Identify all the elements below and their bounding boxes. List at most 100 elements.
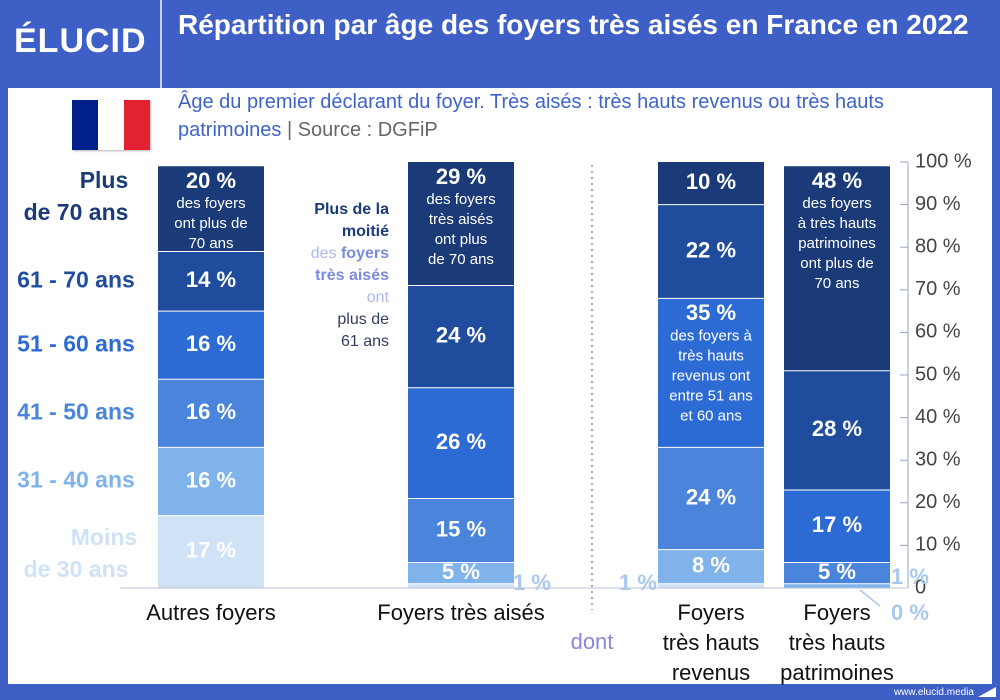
bar-3-segment-2 [784, 562, 890, 584]
age-group-label-0-line-1: de 30 ans [24, 556, 129, 582]
bar-1-note-line-5-2: ont plus [435, 231, 488, 248]
age-group-label-4-line-0: 61 - 70 ans [17, 266, 135, 292]
bar-0-segment-5 [158, 166, 264, 252]
bar-2-note-line-3-3: entre 51 ans [669, 387, 752, 404]
bar-1-segment-1 [408, 562, 514, 584]
bar-3-segment-3 [784, 490, 890, 563]
y-tick-label-0: 0 [915, 576, 926, 598]
source-text: | Source : DGFiP [281, 119, 438, 141]
bar-2-segment-5 [658, 162, 764, 205]
x-category-label-2-line-0: Foyers [677, 600, 744, 625]
chart-subtitle: Âge du premier déclarant du foyer. Très … [178, 88, 968, 144]
bar-2-value-label-3: 35 % [686, 300, 736, 325]
bar-3-note-line-5-3: ont plus de [800, 255, 873, 272]
x-category-label-3-line-2: patrimoines [780, 660, 894, 685]
flag-blue-stripe [72, 100, 98, 150]
bar-0-note-line-5-2: 70 ans [188, 235, 233, 252]
bar-2-segment-1 [658, 549, 764, 584]
bar-1-note-line-5-3: de 70 ans [428, 251, 494, 268]
footer-site[interactable]: www.elucid.media [893, 687, 974, 698]
bar-3-segment-1 [784, 583, 890, 588]
bar-3-value-label-2: 5 % [818, 559, 856, 584]
annotation-line-1-part-0: moitié [342, 223, 389, 240]
bar-1-value-label-3: 26 % [436, 429, 486, 454]
bar-3-value-label-1: 1 % [891, 564, 929, 589]
bar-0-segment-1 [158, 447, 264, 516]
y-tick-label-10: 10 % [915, 534, 961, 556]
age-group-label-2-line-0: 41 - 50 ans [17, 398, 135, 424]
bar-3-value-label-0: 0 % [891, 600, 929, 625]
y-tick-label-80: 80 % [915, 235, 961, 257]
bar-1-value-label-5: 29 % [436, 164, 486, 189]
bar-3-value-label-4: 28 % [812, 416, 862, 441]
header: ÉLUCID Répartition par âge des foyers tr… [0, 0, 1000, 88]
annotation-line-5-part-0: plus de [337, 311, 389, 328]
flag-white-stripe [98, 100, 124, 150]
bar-1-value-label-4: 24 % [436, 322, 486, 347]
bar-0-segment-4 [158, 251, 264, 312]
bar-3-segment-5 [784, 166, 890, 371]
bar-0-value-label-2: 16 % [186, 399, 236, 424]
bar-2-note-line-3-0: des foyers à [670, 327, 752, 344]
dont-label: dont [571, 629, 614, 654]
bar-0-segment-0 [158, 515, 264, 588]
chart-title: Répartition par âge des foyers très aisé… [178, 9, 969, 40]
age-group-label-1-line-0: 31 - 40 ans [17, 467, 135, 493]
y-tick-label-50: 50 % [915, 363, 961, 385]
bar-0-segment-3 [158, 311, 264, 380]
bar-1-segment-5 [408, 162, 514, 286]
annotation-line-2-part-0: des [311, 245, 341, 262]
bar-2-segment-0 [658, 583, 764, 588]
bar-3-value-label-5: 48 % [812, 168, 862, 193]
bar-2-segment-2 [658, 447, 764, 550]
bar-2-note-line-3-1: très hauts [678, 347, 744, 364]
y-tick-label-60: 60 % [915, 321, 961, 343]
subtitle-text: Âge du premier déclarant du foyer. Très … [178, 91, 884, 141]
annotation-line-5: plus de [337, 311, 389, 328]
annotation-line-3-part-0: très aisés [315, 267, 389, 284]
elucid-footer-icon [978, 687, 996, 697]
bar-2-note-line-3-4: et 60 ans [680, 407, 742, 424]
bar-2-value-label-1: 8 % [692, 553, 730, 578]
bar-2-value-label-0: 1 % [619, 570, 657, 595]
annotation-line-2-part-1: foyers [341, 245, 389, 262]
zero-label-pointer [859, 589, 881, 607]
bar-0-value-label-1: 16 % [186, 467, 236, 492]
bar-0-value-label-0: 17 % [186, 538, 236, 563]
y-tick-label-40: 40 % [915, 406, 961, 428]
elucid-logo: ÉLUCID [14, 22, 147, 60]
x-category-label-2-line-2: revenus [672, 660, 750, 685]
bar-1-segment-0 [408, 583, 514, 588]
bar-2-value-label-2: 24 % [686, 484, 736, 509]
bar-1-value-label-0: 1 % [513, 570, 551, 595]
x-category-label-3-line-1: très hauts [789, 630, 886, 655]
annotation-line-6: 61 ans [341, 333, 389, 350]
annotation-line-4: ont [367, 289, 390, 306]
bar-3-note-line-5-1: à très hauts [798, 215, 876, 232]
bar-3-note-line-5-0: des foyers [802, 195, 871, 212]
bar-1-segment-4 [408, 285, 514, 388]
bar-3-value-label-3: 17 % [812, 512, 862, 537]
y-tick-label-30: 30 % [915, 448, 961, 470]
bar-1-note-line-5-1: très aisés [429, 211, 493, 228]
bar-1-value-label-2: 15 % [436, 516, 486, 541]
header-separator [160, 0, 162, 88]
bar-0-segment-2 [158, 379, 264, 448]
bar-2-segment-4 [658, 204, 764, 299]
annotation-line-0: Plus de la [314, 201, 389, 218]
bar-3-segment-4 [784, 370, 890, 491]
bar-0-note-line-5-1: ont plus de [174, 215, 247, 232]
bar-1-segment-3 [408, 387, 514, 499]
annotation-line-4-part-0: ont [367, 289, 390, 306]
age-group-label-5-line-1: de 70 ans [24, 199, 129, 225]
bar-0-note-line-5-0: des foyers [176, 195, 245, 212]
y-tick-label-100: 100 % [915, 150, 972, 172]
bar-2-value-label-4: 22 % [686, 237, 736, 262]
annotation-line-0-part-0: Plus de la [314, 201, 389, 218]
bar-2-value-label-5: 10 % [686, 169, 736, 194]
bar-2-segment-3 [658, 298, 764, 448]
bar-0-value-label-5: 20 % [186, 168, 236, 193]
x-category-label-1-line-0: Foyers très aisés [377, 600, 545, 625]
